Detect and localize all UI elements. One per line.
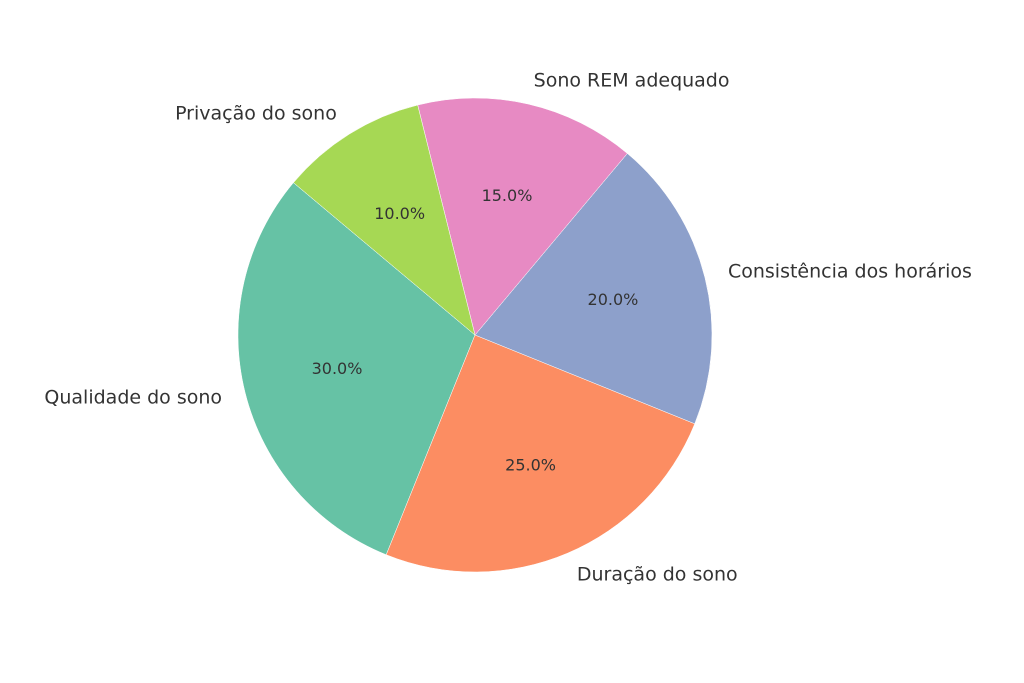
percent-label: 15.0% xyxy=(482,186,533,205)
slice-label: Privação do sono xyxy=(175,102,337,124)
pie-slice xyxy=(293,104,476,336)
pie-slice xyxy=(385,334,696,573)
pie-slice xyxy=(417,97,628,336)
pie-slice xyxy=(474,153,713,425)
slice-label: Sono REM adequado xyxy=(534,69,730,91)
percent-label: 10.0% xyxy=(374,204,425,223)
slice-label: Qualidade do sono xyxy=(44,387,222,409)
percent-label: 20.0% xyxy=(588,290,639,309)
percent-label: 25.0% xyxy=(505,455,556,474)
percent-label: 30.0% xyxy=(312,359,363,378)
slice-label: Duração do sono xyxy=(577,563,738,585)
slice-label: Consistência dos horários xyxy=(728,260,972,282)
pie-slice xyxy=(237,182,476,556)
